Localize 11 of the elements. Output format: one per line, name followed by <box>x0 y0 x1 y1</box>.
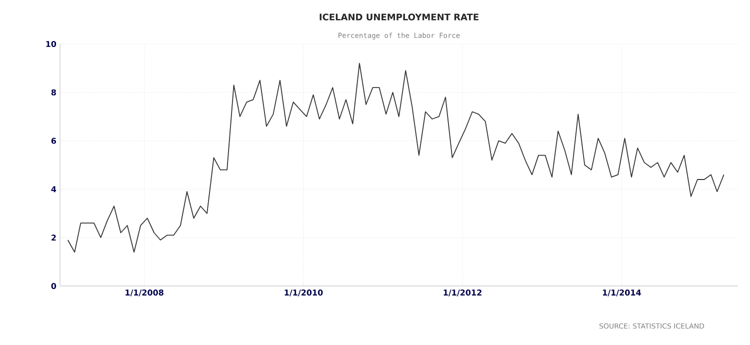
x-tick-label: 1/1/2010 <box>284 290 323 296</box>
y-tick-label: 0 <box>51 282 56 290</box>
y-tick-label: 2 <box>52 234 56 241</box>
x-tick-label: 1/1/2008 <box>126 290 164 296</box>
x-tick-label: 1/1/2014 <box>602 290 641 296</box>
y-tick-label: 8 <box>51 89 56 96</box>
chart-title: ICELAND UNEMPLOYMENT RATE <box>320 14 478 20</box>
y-tick-label: 4 <box>51 186 56 192</box>
y-tick-label: 6 <box>51 138 56 144</box>
x-tick-label: 1/1/2012 <box>444 290 482 296</box>
y-tick-label: 10 <box>46 40 56 48</box>
